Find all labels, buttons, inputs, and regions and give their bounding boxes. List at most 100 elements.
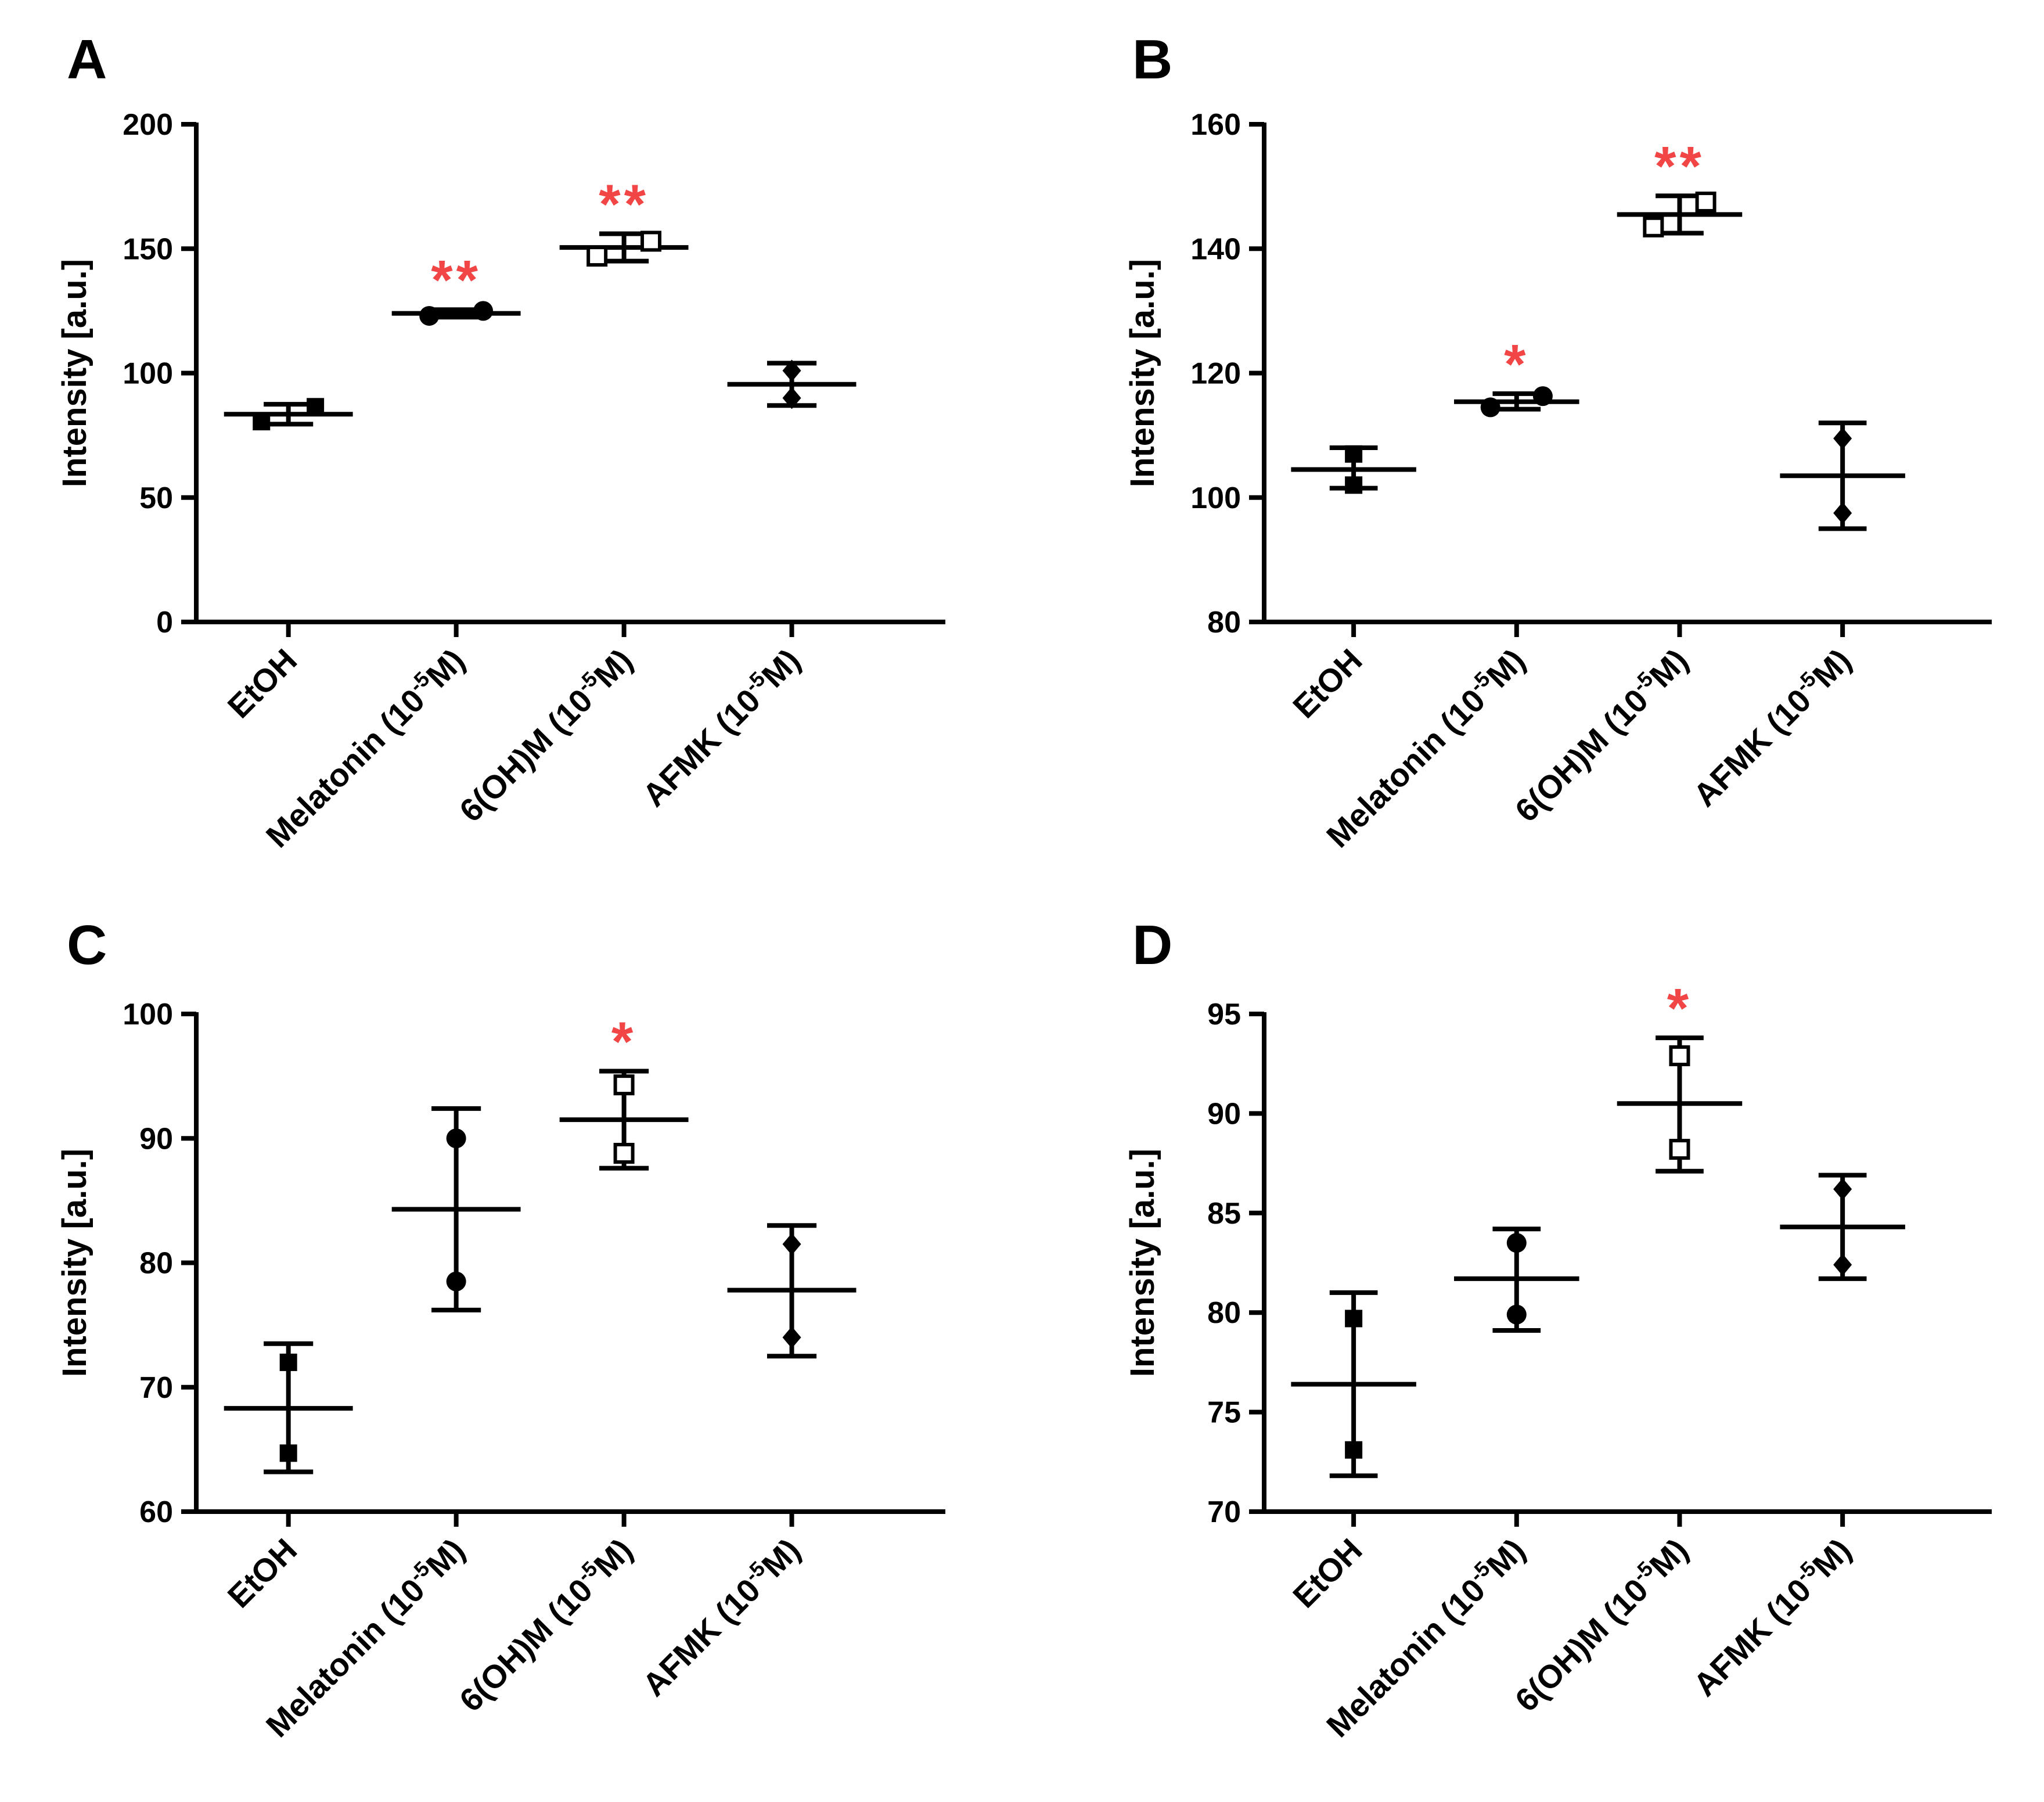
x-tick-label: EtOH [1286, 1531, 1369, 1615]
data-point-square [1345, 445, 1363, 463]
data-point-diamond [782, 1326, 801, 1349]
data-point-diamond [1833, 1253, 1852, 1276]
x-tick-label: AFMK (10-5M) [1685, 640, 1858, 814]
data-point-open-square [1669, 1139, 1690, 1160]
y-tick-label: 90 [1207, 1097, 1241, 1131]
data-point-open-square [613, 1074, 635, 1096]
x-tick-label-text: AFMK (10 [1686, 682, 1818, 814]
x-tick-label-text: AFMK (10 [1686, 1571, 1818, 1703]
x-tick-label-text: Melatonin (10 [259, 682, 432, 855]
x-tick-label: 6(OH)M (10-5M) [451, 640, 639, 829]
x-tick-label-text: 6(OH)M (10 [452, 1571, 600, 1719]
y-tick-label: 80 [1207, 1296, 1241, 1330]
y-axis-title: Intensity [a.u.] [1124, 1149, 1161, 1377]
y-tick-label: 50 [139, 481, 173, 515]
significance-marker: ** [599, 174, 649, 236]
significance-marker: * [1504, 333, 1529, 395]
chart-panel-b: B 80 100 120 140 160 Intensity [a.u.] EtOHMelat… [1124, 28, 1992, 854]
x-tick-label: 6(OH)M (10-5M) [451, 1530, 639, 1718]
y-tick-label: 100 [123, 357, 173, 391]
x-tick-label-text: AFMK (10 [635, 1571, 767, 1703]
panel-letter: B [1132, 28, 1172, 91]
data-point-circle [446, 1128, 466, 1149]
x-tick-label-text: 6(OH)M (10 [1508, 682, 1656, 829]
data-point-open-square [613, 1142, 635, 1164]
y-tick-label: 200 [123, 108, 173, 142]
x-tick-label-text: Melatonin (10 [1319, 1571, 1492, 1745]
data-point-open-square [640, 231, 662, 252]
y-axis-title: Intensity [a.u.] [56, 259, 93, 487]
x-tick-label-text: EtOH [1286, 1531, 1369, 1615]
x-tick-label-text: AFMK (10 [635, 682, 767, 814]
panel-letter: A [67, 28, 107, 91]
y-tick-label: 70 [139, 1371, 173, 1405]
panel-letter: C [67, 914, 107, 976]
y-tick-label: 80 [1207, 606, 1241, 639]
significance-marker: ** [431, 249, 481, 311]
data-point-open-square [1643, 216, 1664, 238]
significance-marker: * [1667, 977, 1692, 1040]
chart-panel-a: A 0 50 100 150 200 Intensity [a.u.] EtOHMelaton… [56, 28, 945, 854]
data-point-square [1345, 1441, 1363, 1459]
data-point-square [307, 398, 325, 416]
x-tick-label: AFMK (10-5M) [634, 1530, 807, 1703]
data-point-open-square [1695, 191, 1716, 213]
x-tick-label-text: EtOH [1286, 642, 1369, 725]
data-point-square [279, 1353, 297, 1371]
data-point-diamond [1833, 502, 1852, 524]
chart-panel-d: D 70 75 80 85 90 95 Intensity [a.u.] EtOHMelaton… [1124, 914, 1992, 1744]
y-tick-label: 160 [1190, 108, 1241, 142]
y-axis-title: Intensity [a.u.] [56, 1149, 93, 1377]
x-tick-label: EtOH [1286, 642, 1369, 725]
chart-panel-c: C 60 70 80 90 100 Intensity [a.u.] EtOHMelatoni… [56, 914, 945, 1744]
data-point-circle [473, 301, 494, 321]
y-tick-label: 150 [123, 232, 173, 266]
data-point-diamond [1833, 427, 1852, 449]
x-tick-label: EtOH [221, 1531, 304, 1615]
data-point-circle [1506, 1233, 1527, 1253]
x-tick-label-text: EtOH [221, 642, 304, 725]
data-point-diamond [782, 1233, 801, 1256]
x-tick-label: AFMK (10-5M) [634, 640, 807, 814]
data-point-square [1345, 476, 1363, 494]
data-point-diamond [1833, 1178, 1852, 1200]
x-tick-label: 6(OH)M (10-5M) [1506, 640, 1695, 829]
data-point-circle [1532, 386, 1553, 407]
y-tick-label: 85 [1207, 1197, 1241, 1231]
data-point-open-square [586, 246, 608, 267]
y-axis-title: Intensity [a.u.] [1124, 259, 1161, 487]
data-point-square [1345, 1310, 1363, 1328]
x-tick-label-text: EtOH [221, 1531, 304, 1615]
data-point-circle [419, 305, 440, 326]
x-tick-label-text: 6(OH)M (10 [1508, 1571, 1656, 1719]
data-point-square [253, 413, 271, 431]
data-point-circle [1480, 397, 1500, 418]
x-tick-label-text: 6(OH)M (10 [452, 682, 600, 829]
y-tick-label: 100 [1190, 481, 1241, 515]
significance-marker: ** [1654, 135, 1705, 197]
x-tick-label: EtOH [221, 642, 304, 725]
y-tick-label: 90 [139, 1122, 173, 1156]
y-tick-label: 75 [1207, 1396, 1241, 1430]
y-tick-label: 95 [1207, 998, 1241, 1031]
y-tick-label: 100 [123, 998, 173, 1031]
x-tick-label-text: Melatonin (10 [259, 1571, 432, 1745]
x-tick-label-text: Melatonin (10 [1319, 682, 1492, 855]
x-tick-label: 6(OH)M (10-5M) [1506, 1530, 1695, 1718]
y-tick-label: 120 [1190, 357, 1241, 391]
data-point-circle [1506, 1304, 1527, 1325]
data-point-square [279, 1444, 297, 1462]
data-point-diamond [782, 359, 801, 382]
y-tick-label: 60 [139, 1495, 173, 1529]
panel-letter: D [1132, 914, 1172, 976]
data-point-open-square [1669, 1045, 1690, 1066]
data-point-diamond [782, 387, 801, 409]
y-tick-label: 70 [1207, 1495, 1241, 1529]
data-point-circle [446, 1271, 466, 1292]
y-tick-label: 0 [156, 606, 173, 639]
y-tick-label: 140 [1190, 232, 1241, 266]
x-tick-label: AFMK (10-5M) [1685, 1530, 1858, 1703]
y-tick-label: 80 [139, 1247, 173, 1281]
significance-marker: * [611, 1011, 636, 1073]
